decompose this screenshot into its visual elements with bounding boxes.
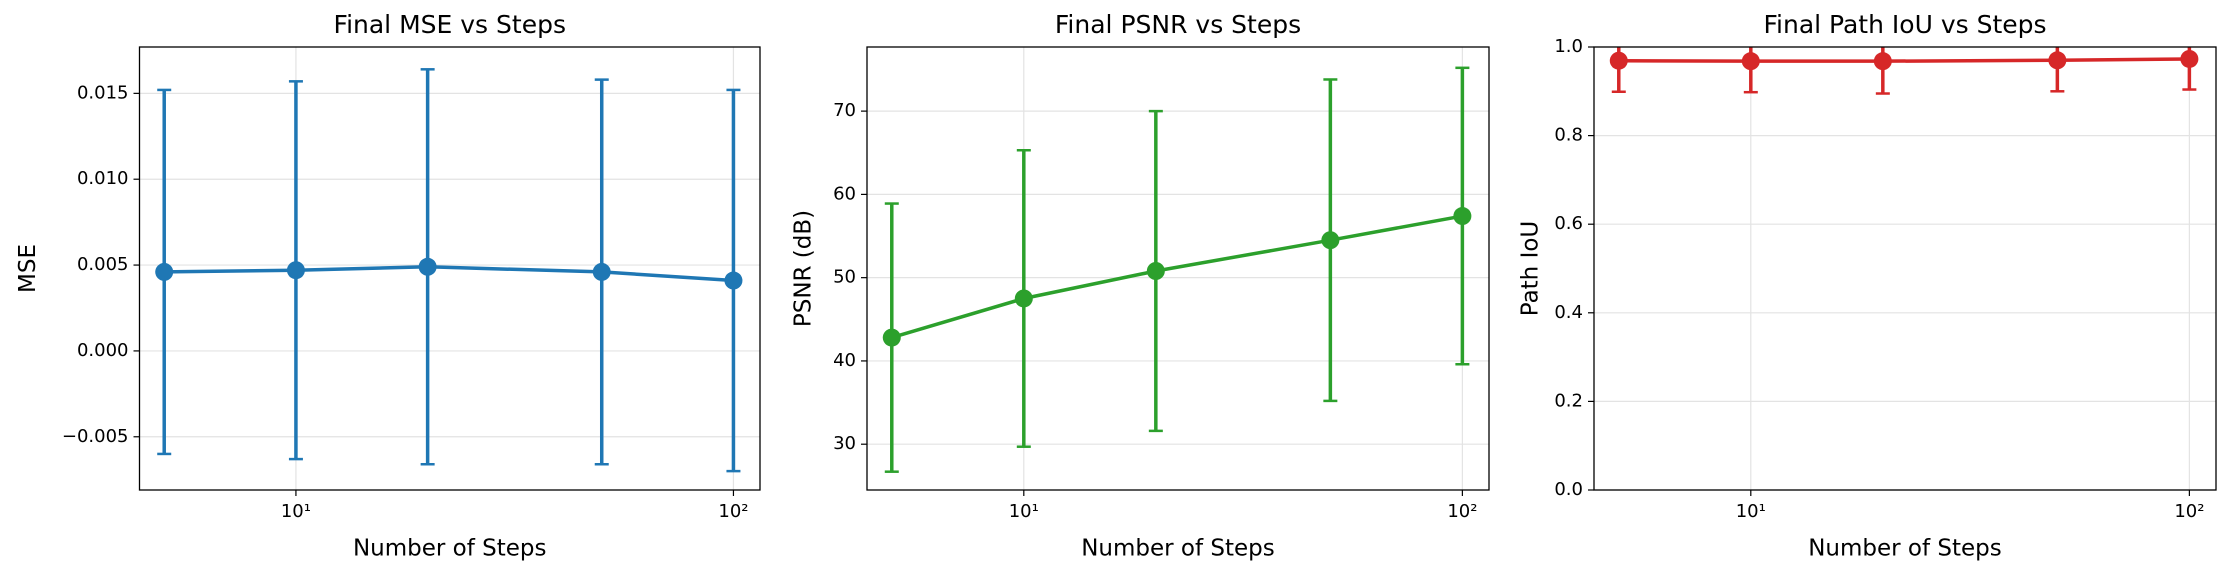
y-tick-label: 0.4 xyxy=(1554,302,1583,323)
y-tick-label: 30 xyxy=(833,433,856,454)
y-tick-label: 60 xyxy=(833,183,856,204)
data-line xyxy=(891,214,1463,340)
y-tick-label: 0.6 xyxy=(1554,213,1583,234)
axes-frame xyxy=(866,46,1490,491)
axes-frame xyxy=(1593,46,2217,491)
subplot: 30 40 50 60 70 10¹ 10² Final PSNR vs Steps Numbe… xyxy=(791,10,1490,562)
marker xyxy=(2048,51,2067,70)
x-tick-label: 10¹ xyxy=(1736,501,1766,522)
y-tick-label: 1.0 xyxy=(1554,36,1583,57)
marker xyxy=(592,262,611,281)
y-axis-label: MSE xyxy=(15,244,41,293)
x-tick-label: 10¹ xyxy=(1009,501,1039,522)
marker xyxy=(155,262,174,281)
y-tick-label: 0.010 xyxy=(77,168,129,189)
data-line xyxy=(164,265,734,283)
y-tick-label: 50 xyxy=(833,267,856,288)
y-tick-label: 0.0 xyxy=(1554,479,1583,500)
marker xyxy=(2180,49,2199,68)
y-axis-label: PSNR (dB) xyxy=(791,210,817,327)
marker xyxy=(1873,52,1892,71)
marker xyxy=(1453,207,1472,226)
marker xyxy=(1609,51,1628,70)
marker xyxy=(882,328,901,347)
subplot: −0.005 0.000 0.005 0.010 0.015 10¹ 10² Final MS… xyxy=(15,10,761,562)
x-tick-label: 10² xyxy=(1447,501,1477,522)
y-axis-label: Path IoU xyxy=(1518,221,1544,317)
y-tick-label: 0.8 xyxy=(1554,125,1583,146)
y-tick-label: 0.015 xyxy=(77,82,129,103)
x-tick-label: 10² xyxy=(718,501,748,522)
x-axis-label: Number of Steps xyxy=(353,536,547,562)
data-line xyxy=(1618,57,2190,63)
marker xyxy=(1014,289,1033,308)
y-tick-label: 0.005 xyxy=(77,254,129,275)
marker xyxy=(418,257,437,276)
marker xyxy=(1741,52,1760,71)
marker xyxy=(1146,261,1165,280)
x-axis-label: Number of Steps xyxy=(1081,536,1275,562)
y-tick-label: 0.000 xyxy=(77,340,129,361)
subplot: 0.0 0.2 0.4 0.6 0.8 1.0 10¹ 10² Final Path IoU v… xyxy=(1518,10,2217,562)
chart-title: Final PSNR vs Steps xyxy=(1055,10,1301,39)
marker xyxy=(1321,231,1340,250)
x-tick-label: 10² xyxy=(2174,501,2204,522)
x-axis-label: Number of Steps xyxy=(1808,536,2002,562)
y-tick-label: 40 xyxy=(833,350,856,371)
y-tick-label: −0.005 xyxy=(62,426,129,447)
x-tick-label: 10¹ xyxy=(281,501,311,522)
chart-title: Final Path IoU vs Steps xyxy=(1763,10,2046,39)
y-tick-label: 70 xyxy=(833,100,856,121)
y-tick-label: 0.2 xyxy=(1554,390,1583,411)
marker xyxy=(724,271,743,290)
marker xyxy=(286,261,305,280)
axes-frame xyxy=(138,46,761,491)
chart-title: Final MSE vs Steps xyxy=(334,10,566,39)
